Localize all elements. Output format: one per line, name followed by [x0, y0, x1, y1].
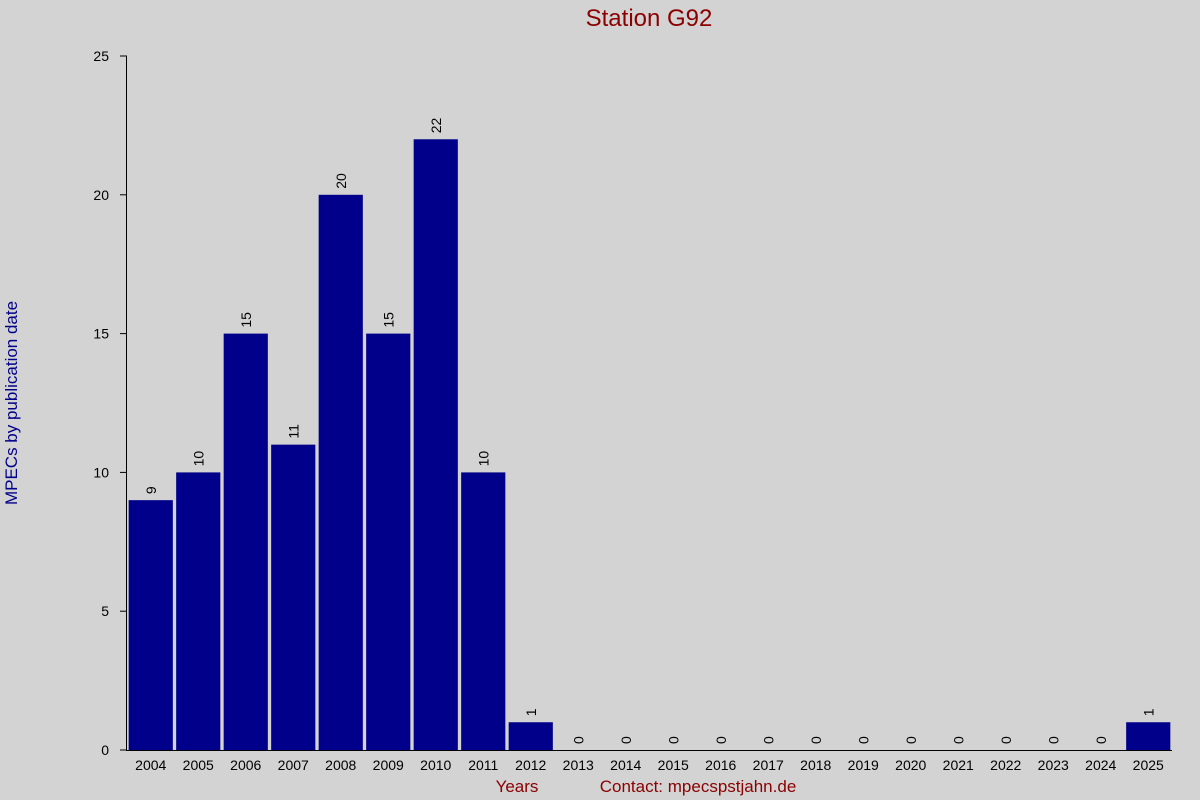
chart-title: Station G92	[586, 5, 713, 32]
value-label: 20	[333, 173, 349, 189]
y-tick-label: 5	[101, 603, 109, 619]
value-label: 11	[285, 424, 301, 439]
value-label: 15	[238, 312, 254, 328]
x-tick-label: 2021	[943, 757, 974, 773]
x-tick-label: 2025	[1133, 757, 1164, 773]
value-label: 0	[665, 736, 681, 744]
x-tick-label: 2017	[753, 757, 784, 773]
y-tick-label: 25	[93, 48, 109, 64]
x-tick-label: 2014	[610, 757, 641, 773]
bar	[461, 472, 506, 750]
bar	[366, 333, 411, 750]
x-tick-label: 2013	[563, 757, 594, 773]
value-label: 15	[380, 312, 396, 328]
value-label: 0	[855, 736, 871, 744]
x-tick-label: 2018	[800, 757, 831, 773]
x-tick-label: 2020	[895, 757, 926, 773]
value-label: 0	[713, 736, 729, 744]
contact-note: Contact: mpecspstjahn.de	[600, 777, 797, 796]
y-tick-label: 10	[93, 464, 109, 480]
bar	[223, 333, 268, 750]
x-tick-label: 2011	[468, 757, 498, 773]
value-label: 0	[760, 736, 776, 744]
x-tick-label: 2022	[990, 757, 1021, 773]
x-tick-label: 2006	[230, 757, 261, 773]
x-tick-label: 2012	[515, 757, 546, 773]
x-tick-label: 2005	[183, 757, 214, 773]
x-tick-label: 2009	[373, 757, 404, 773]
x-tick-label: 2007	[278, 757, 309, 773]
x-tick-label: 2019	[848, 757, 879, 773]
y-tick-label: 20	[93, 187, 109, 203]
x-axis-label: Years	[496, 777, 539, 796]
value-label: 22	[428, 117, 444, 133]
value-label: 0	[570, 736, 586, 744]
x-tick-label: 2016	[705, 757, 736, 773]
x-tick-label: 2015	[658, 757, 689, 773]
x-tick-label: 2008	[325, 757, 356, 773]
value-label: 0	[950, 736, 966, 744]
bar	[176, 472, 221, 750]
x-tick-label: 2024	[1085, 757, 1116, 773]
value-label: 10	[190, 451, 206, 467]
value-label: 0	[808, 736, 824, 744]
bar	[413, 139, 458, 750]
y-tick-label: 15	[93, 326, 109, 342]
bar	[271, 444, 316, 750]
value-label: 0	[1045, 736, 1061, 744]
value-label: 1	[523, 708, 539, 716]
value-label: 0	[998, 736, 1014, 744]
y-axis-label: MPECs by publication date	[2, 301, 21, 505]
bar	[1126, 722, 1171, 750]
value-label: 0	[618, 736, 634, 744]
value-label: 0	[1093, 736, 1109, 744]
value-label: 9	[143, 486, 159, 494]
value-label: 1	[1140, 708, 1156, 716]
x-tick-label: 2023	[1038, 757, 1069, 773]
x-tick-label: 2010	[420, 757, 451, 773]
value-label: 10	[475, 451, 491, 467]
y-tick-label: 0	[101, 742, 109, 758]
bar	[128, 500, 173, 750]
bar	[508, 722, 553, 750]
x-tick-label: 2004	[135, 757, 166, 773]
value-label: 0	[903, 736, 919, 744]
bar	[318, 194, 363, 751]
